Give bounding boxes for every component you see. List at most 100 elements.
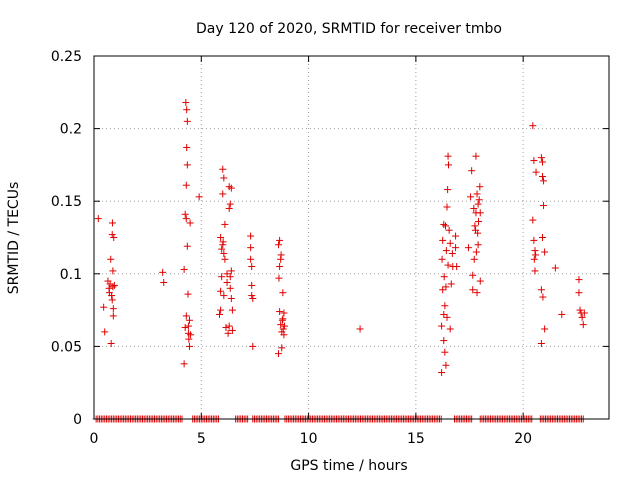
data-point [218,245,226,253]
data-point [221,255,229,263]
data-point [469,286,477,294]
data-point [275,350,283,358]
data-point [182,312,190,320]
y-tick-label: 0.1 [60,267,82,283]
plot-frame [93,55,610,420]
data-point [181,324,189,332]
data-point [444,261,452,269]
data-point [224,329,232,337]
data-point [160,279,168,287]
data-point [529,216,537,224]
data-point [537,286,545,294]
data-point [537,154,545,162]
data-point [275,274,283,282]
data-point [452,232,460,240]
data-point [110,281,118,289]
data-point [182,98,190,106]
data-point [529,122,537,130]
data-point [472,152,480,160]
data-point [541,248,549,256]
x-tick-label: 5 [197,431,206,447]
data-point [538,158,546,166]
data-point [474,229,482,237]
data-point [446,325,454,333]
data-point [108,219,116,227]
data-point [226,200,234,208]
data-point [575,276,583,284]
data-point [276,308,284,316]
data-point [276,263,284,271]
data-point [473,190,481,198]
y-tick-label: 0.25 [51,49,82,65]
data-point [532,251,540,259]
data-point [180,360,188,368]
data-point [442,283,450,291]
data-point [185,342,193,350]
data-point [185,316,193,324]
data-point [107,339,115,347]
data-point [183,161,191,169]
data-point [279,325,287,333]
data-point [280,309,288,317]
data-point [109,267,117,275]
data-point [222,324,230,332]
data-point [532,168,540,176]
data-point [441,302,449,310]
data-point [468,167,476,175]
data-point [446,239,454,247]
data-point [279,289,287,297]
data-point [225,204,233,212]
data-point [185,335,193,343]
data-point [217,306,225,314]
x-tick-label: 10 [300,431,318,447]
data-point [578,313,586,321]
data-point [540,202,548,210]
grid-lines [94,56,609,419]
data-point [108,231,116,239]
data-point [276,236,284,244]
data-point [471,222,479,230]
data-point [443,313,451,321]
data-point [220,292,228,300]
data-point [530,255,538,263]
data-point [439,286,447,294]
data-point [470,204,478,212]
data-point [249,294,257,302]
data-point [475,196,483,204]
data-point [223,279,231,287]
data-point [218,273,226,281]
data-point [551,264,559,272]
data-point [579,321,587,329]
data-point [108,292,116,300]
data-point [100,303,108,311]
data-point [107,255,115,263]
x-tick-label: 0 [90,431,99,447]
data-point [476,209,484,217]
data-point [445,226,453,234]
data-point [464,244,472,252]
data-point [531,267,539,275]
data-point [476,277,484,285]
data-point [110,234,118,241]
data-point [476,183,484,191]
data-point [275,241,283,249]
data-point [183,143,191,151]
data-point [531,247,539,255]
data-point [440,220,448,228]
data-point [467,193,475,201]
data-point [183,106,191,114]
data-point [558,310,566,318]
data-point [181,210,189,218]
data-point [109,312,117,320]
data-point [217,234,225,241]
data-point [537,339,545,347]
data-point [219,238,227,246]
y-tick-label: 0.2 [60,122,82,138]
data-point [474,241,482,249]
data-point [441,348,449,356]
data-point [186,219,194,227]
data-point [216,310,224,318]
data-point [247,232,255,240]
data-point [277,251,285,259]
data-point [539,293,547,301]
